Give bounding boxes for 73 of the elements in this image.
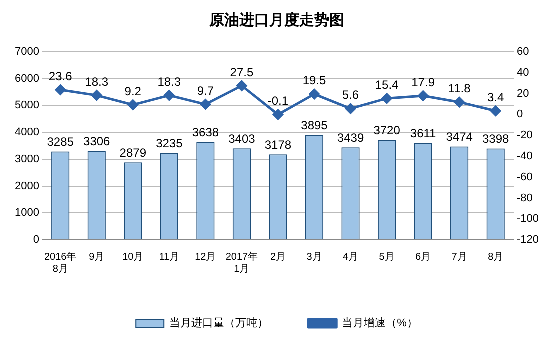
x-tick-label: 10月 bbox=[122, 252, 144, 263]
point bbox=[200, 99, 211, 110]
x-tick-label: 2月 bbox=[270, 252, 286, 263]
data-label: 3285 bbox=[47, 135, 74, 150]
y2-tick-label: -60 bbox=[516, 171, 533, 184]
data-label: -0.1 bbox=[268, 94, 289, 108]
x-tick-label: 2016年 8月 bbox=[44, 250, 77, 275]
data-label: 3638 bbox=[192, 126, 220, 140]
point bbox=[418, 90, 429, 102]
x-tick-label: 8月 bbox=[488, 252, 504, 263]
data-label: 3.4 bbox=[488, 90, 505, 104]
y2-tick-label: -120 bbox=[516, 234, 540, 246]
x-tick-label: 4月 bbox=[342, 252, 359, 263]
point bbox=[128, 100, 138, 110]
y-tick-label: 1000 bbox=[14, 207, 40, 220]
y2-tick-label: 20 bbox=[516, 88, 530, 100]
data-label: 3895 bbox=[301, 118, 328, 133]
data-label: 9.2 bbox=[124, 84, 142, 98]
y-tick-label: 4000 bbox=[14, 126, 40, 139]
point bbox=[92, 90, 102, 101]
y2-tick-label: -20 bbox=[516, 130, 533, 142]
point bbox=[55, 84, 66, 96]
data-label: 3178 bbox=[264, 138, 292, 152]
data-label: 11.8 bbox=[448, 82, 472, 96]
y-tick-label: 7000 bbox=[14, 46, 40, 58]
data-label: 5.6 bbox=[342, 88, 360, 102]
y2-tick-label: 60 bbox=[516, 46, 530, 58]
point bbox=[454, 97, 465, 108]
x-tick-label: 5月 bbox=[379, 252, 395, 263]
data-label: 17.9 bbox=[412, 75, 436, 90]
y2-tick-label: 40 bbox=[516, 66, 530, 79]
point bbox=[346, 104, 356, 114]
y-tick-label: 5000 bbox=[14, 100, 40, 112]
point bbox=[272, 110, 284, 120]
point bbox=[164, 90, 175, 101]
y-tick-label: 2000 bbox=[14, 180, 40, 192]
chart-title: 原油进口月度走势图 bbox=[208, 11, 344, 30]
data-label: 2879 bbox=[120, 146, 147, 160]
data-label: 3611 bbox=[410, 126, 437, 140]
data-label: 3403 bbox=[228, 132, 256, 146]
data-label: 18.3 bbox=[158, 74, 182, 89]
data-label: 18.3 bbox=[85, 74, 109, 89]
data-label: 15.4 bbox=[375, 78, 400, 92]
data-label: 23.6 bbox=[48, 69, 73, 84]
y-tick-label: 3000 bbox=[14, 153, 40, 166]
x-tick-label: 7月 bbox=[452, 252, 468, 263]
x-tick-label: 2017年 1月 bbox=[226, 250, 258, 275]
data-label: 3474 bbox=[446, 130, 474, 144]
point bbox=[490, 106, 502, 116]
data-label: 9.7 bbox=[197, 84, 214, 98]
x-tick-label: 6月 bbox=[416, 252, 432, 263]
data-label: 3235 bbox=[156, 136, 184, 150]
data-label: 3306 bbox=[84, 134, 111, 149]
y-tick-label: 0 bbox=[33, 234, 40, 246]
data-label: 19.5 bbox=[302, 74, 326, 88]
y2-tick-label: -80 bbox=[516, 192, 533, 204]
x-tick-label: 9月 bbox=[89, 252, 105, 263]
y2-tick-label: -40 bbox=[516, 150, 533, 162]
y2-tick-label: 0 bbox=[516, 108, 524, 121]
legend-label: 当月进口量（万吨） bbox=[170, 316, 269, 330]
point bbox=[236, 80, 248, 92]
x-tick-label: 12月 bbox=[195, 252, 216, 263]
data-label: 3720 bbox=[374, 123, 401, 138]
y2-tick-label: -100 bbox=[516, 213, 540, 226]
data-label: 27.5 bbox=[230, 65, 254, 80]
data-label: 3439 bbox=[337, 130, 364, 145]
data-label: 3398 bbox=[482, 132, 510, 146]
legend-label: 当月增速（%） bbox=[342, 316, 418, 330]
x-tick-label: 11月 bbox=[159, 252, 180, 263]
y-tick-label: 6000 bbox=[14, 72, 40, 85]
x-tick-label: 3月 bbox=[306, 252, 322, 263]
point bbox=[309, 89, 320, 100]
point bbox=[382, 93, 392, 104]
